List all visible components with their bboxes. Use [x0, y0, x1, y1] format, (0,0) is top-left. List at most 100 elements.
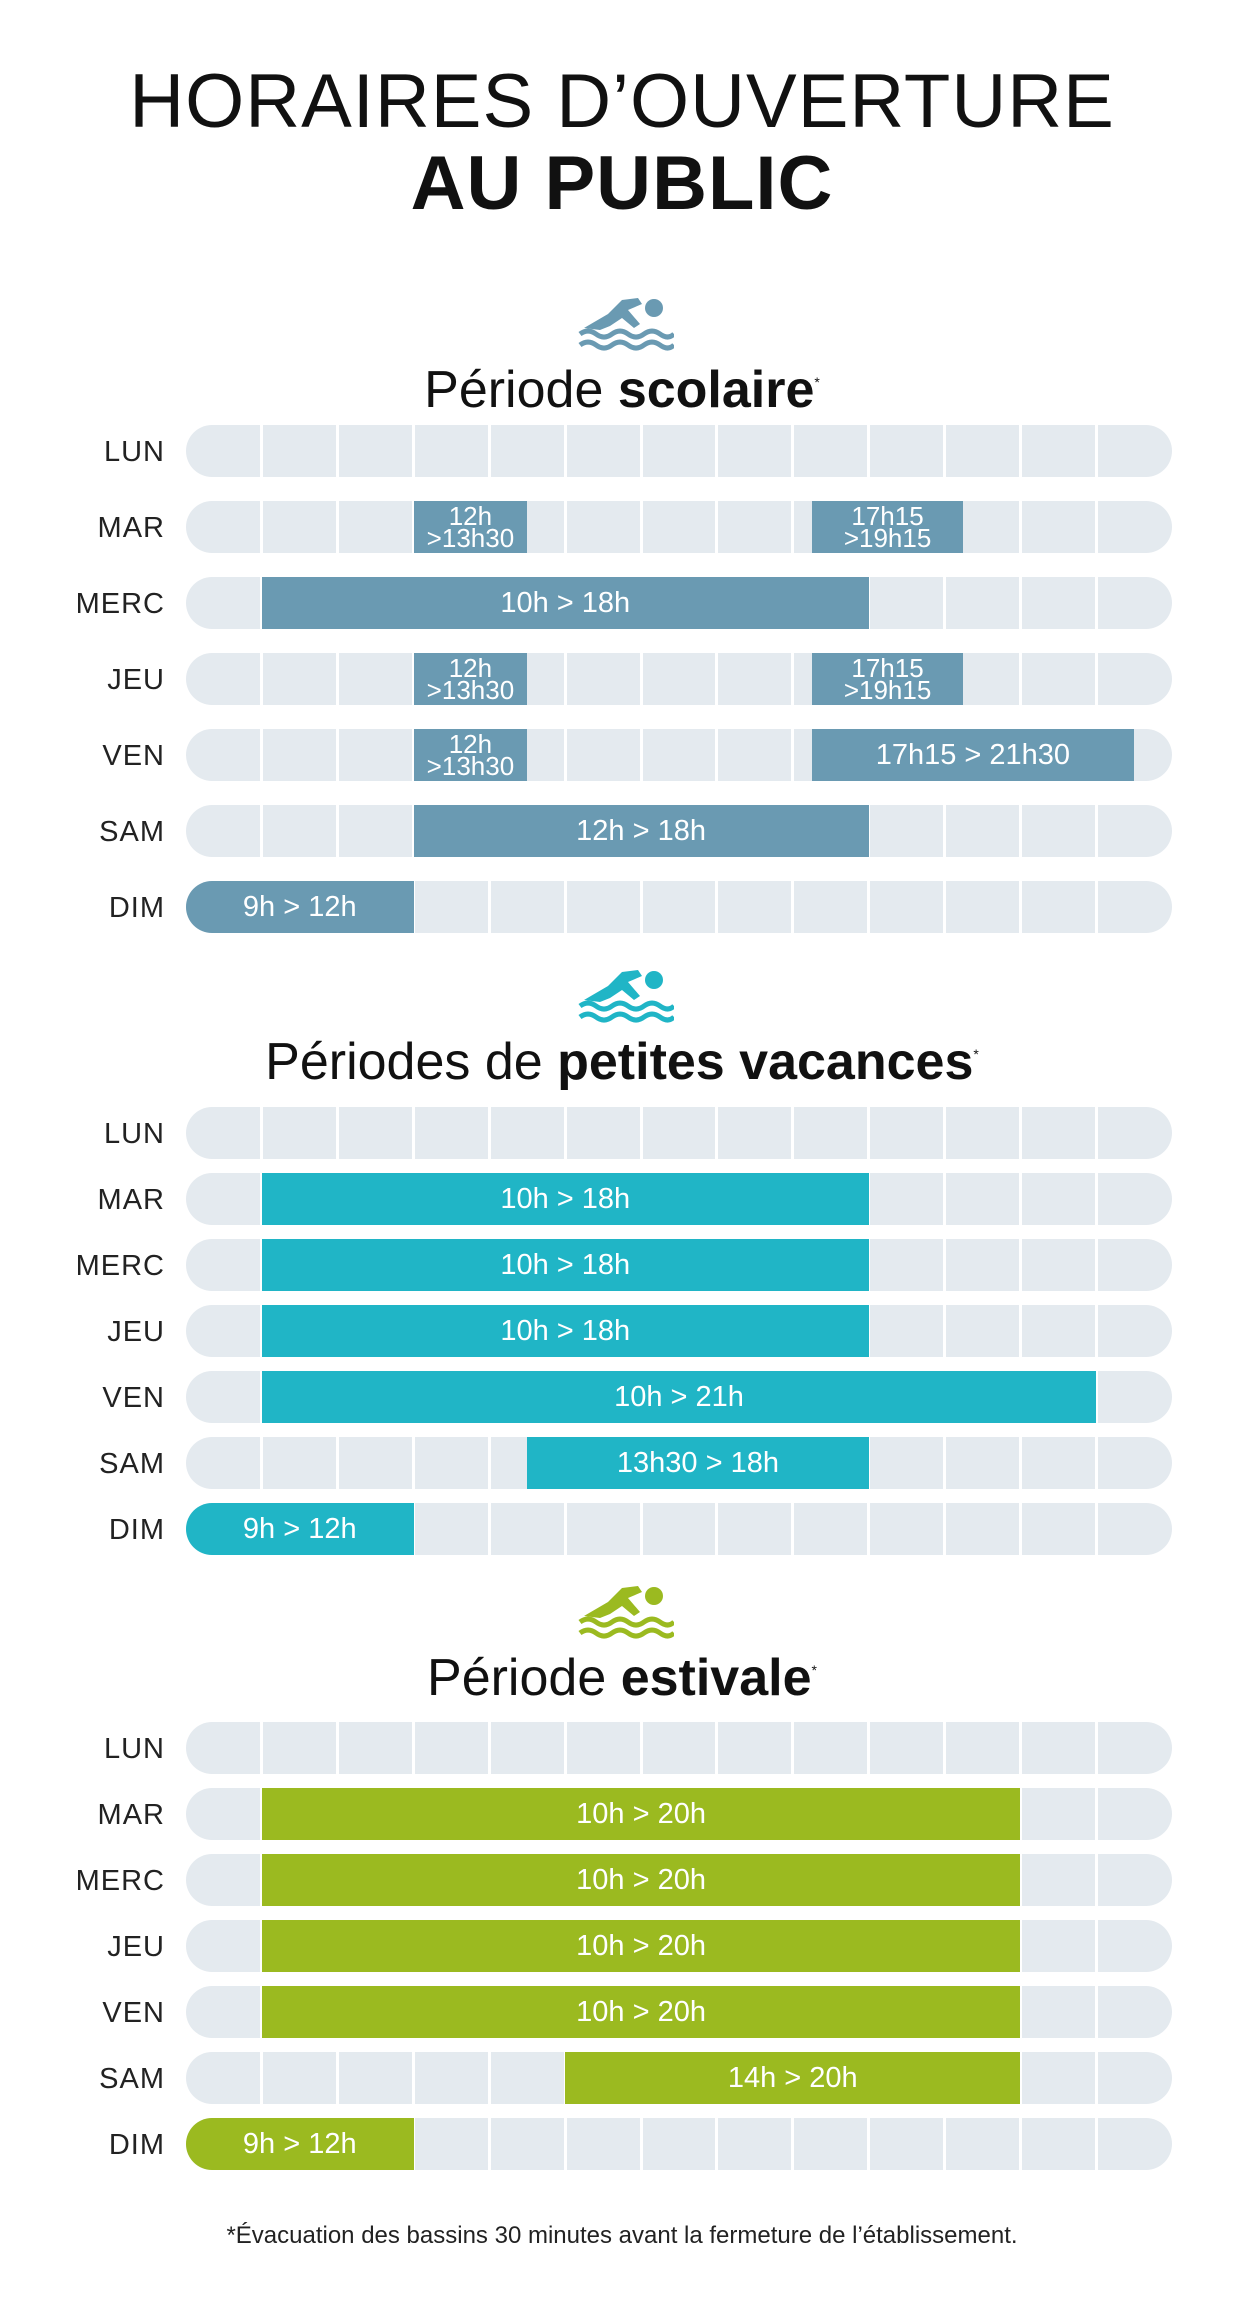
hour-gridline: [1018, 1503, 1022, 1555]
hour-gridline: [867, 1503, 871, 1555]
hour-gridline: [487, 1722, 491, 1774]
hour-gridline: [715, 501, 719, 553]
hour-gridline: [563, 425, 567, 477]
day-label: JEU: [107, 1316, 165, 1348]
hour-gridline: [1018, 2118, 1022, 2170]
hour-gridline: [1094, 1920, 1098, 1972]
day-track: 10h > 20h: [186, 1986, 1172, 2038]
hour-gridline: [791, 1107, 795, 1159]
hour-gridline: [563, 653, 567, 705]
section-title-prefix: Périodes de: [265, 1033, 558, 1091]
hour-gridline: [942, 2118, 946, 2170]
page-title-line2: AU PUBLIC: [410, 141, 834, 226]
opening-bar: 12h >13h30: [413, 501, 528, 553]
hour-gridline: [791, 1722, 795, 1774]
section-title: Période estivale*: [0, 1648, 1244, 1708]
hour-gridline: [336, 1722, 340, 1774]
hour-gridline: [942, 425, 946, 477]
day-label: MAR: [97, 1799, 165, 1831]
opening-bar: 12h >13h30: [413, 653, 528, 705]
hour-gridline: [639, 1107, 643, 1159]
day-track: 12h > 18h: [186, 805, 1172, 857]
hour-gridline: [487, 2118, 491, 2170]
opening-bar: 10h > 18h: [261, 1239, 869, 1291]
hour-gridline: [487, 425, 491, 477]
day-track: 12h >13h30 17h15 >19h15: [186, 653, 1172, 705]
opening-bar: 9h > 12h: [186, 2118, 414, 2170]
day-track: 13h30 > 18h: [186, 1437, 1172, 1489]
day-track: [186, 1722, 1172, 1774]
opening-bar: 14h > 20h: [565, 2052, 1021, 2104]
hour-gridline: [1018, 1239, 1022, 1291]
day-track: 10h > 18h: [186, 1173, 1172, 1225]
hour-gridline: [1018, 1107, 1022, 1159]
hour-gridline: [563, 501, 567, 553]
hour-gridline: [260, 805, 264, 857]
hour-gridline: [1094, 653, 1098, 705]
hour-gridline: [1094, 1239, 1098, 1291]
hour-gridline: [336, 729, 340, 781]
opening-bar: 9h > 12h: [186, 881, 414, 933]
hour-gridline: [1094, 881, 1098, 933]
opening-bar: 10h > 18h: [261, 577, 869, 629]
hour-gridline: [1018, 425, 1022, 477]
opening-bar: 12h > 18h: [413, 805, 869, 857]
opening-bar: 10h > 21h: [261, 1371, 1097, 1423]
hour-gridline: [1018, 1986, 1022, 2038]
day-label: LUN: [103, 1118, 165, 1150]
hour-gridline: [867, 1722, 871, 1774]
schedule-section: Périodes de petites vacances* LUN MAR 10h >…: [0, 962, 1244, 1569]
section-title-bold: scolaire: [617, 361, 815, 419]
hour-gridline: [1018, 653, 1022, 705]
hour-gridline: [715, 881, 719, 933]
opening-bar: 10h > 20h: [261, 1920, 1021, 1972]
hour-gridline: [412, 2052, 416, 2104]
day-label: DIM: [108, 1514, 165, 1546]
hour-gridline: [563, 1503, 567, 1555]
hour-gridline: [1018, 1305, 1022, 1357]
hour-gridline: [715, 425, 719, 477]
opening-bar: 10h > 18h: [261, 1305, 869, 1357]
section-title: Période scolaire*: [0, 360, 1244, 420]
opening-bar: 17h15 >19h15: [811, 653, 964, 705]
opening-bar: 17h15 > 21h30: [811, 729, 1135, 781]
hour-gridline: [791, 729, 795, 781]
day-track: 12h >13h30 17h15 > 21h30: [186, 729, 1172, 781]
hour-gridline: [791, 881, 795, 933]
hour-gridline: [791, 501, 795, 553]
opening-bar: 17h15 >19h15: [811, 501, 964, 553]
hour-gridline: [1018, 1437, 1022, 1489]
hour-gridline: [1018, 2052, 1022, 2104]
hour-gridline: [942, 1503, 946, 1555]
hour-gridline: [715, 653, 719, 705]
opening-bar: 10h > 20h: [261, 1854, 1021, 1906]
footnote: *Évacuation des bassins 30 minutes avant…: [226, 2222, 1018, 2249]
opening-bar: 10h > 20h: [261, 1788, 1021, 1840]
hour-gridline: [260, 501, 264, 553]
hour-gridline: [260, 2052, 264, 2104]
hour-gridline: [791, 1503, 795, 1555]
hour-gridline: [715, 2118, 719, 2170]
hour-gridline: [1018, 1722, 1022, 1774]
hour-gridline: [942, 881, 946, 933]
hour-gridline: [867, 1173, 871, 1225]
hour-gridline: [487, 2052, 491, 2104]
day-label: JEU: [107, 664, 165, 696]
hour-gridline: [1018, 1920, 1022, 1972]
day-track: 10h > 18h: [186, 577, 1172, 629]
hour-gridline: [336, 2052, 340, 2104]
hour-gridline: [563, 1107, 567, 1159]
hour-gridline: [563, 881, 567, 933]
hour-gridline: [1094, 1371, 1098, 1423]
opening-bar: 13h30 > 18h: [527, 1437, 869, 1489]
day-track: 10h > 21h: [186, 1371, 1172, 1423]
hour-gridline: [867, 2118, 871, 2170]
hour-gridline: [1018, 1173, 1022, 1225]
day-track: 12h >13h30 17h15 >19h15: [186, 501, 1172, 553]
hour-gridline: [867, 1107, 871, 1159]
hour-gridline: [1094, 2118, 1098, 2170]
opening-bar: 9h > 12h: [186, 1503, 414, 1555]
section-title-mark: *: [814, 374, 820, 390]
hour-gridline: [791, 425, 795, 477]
